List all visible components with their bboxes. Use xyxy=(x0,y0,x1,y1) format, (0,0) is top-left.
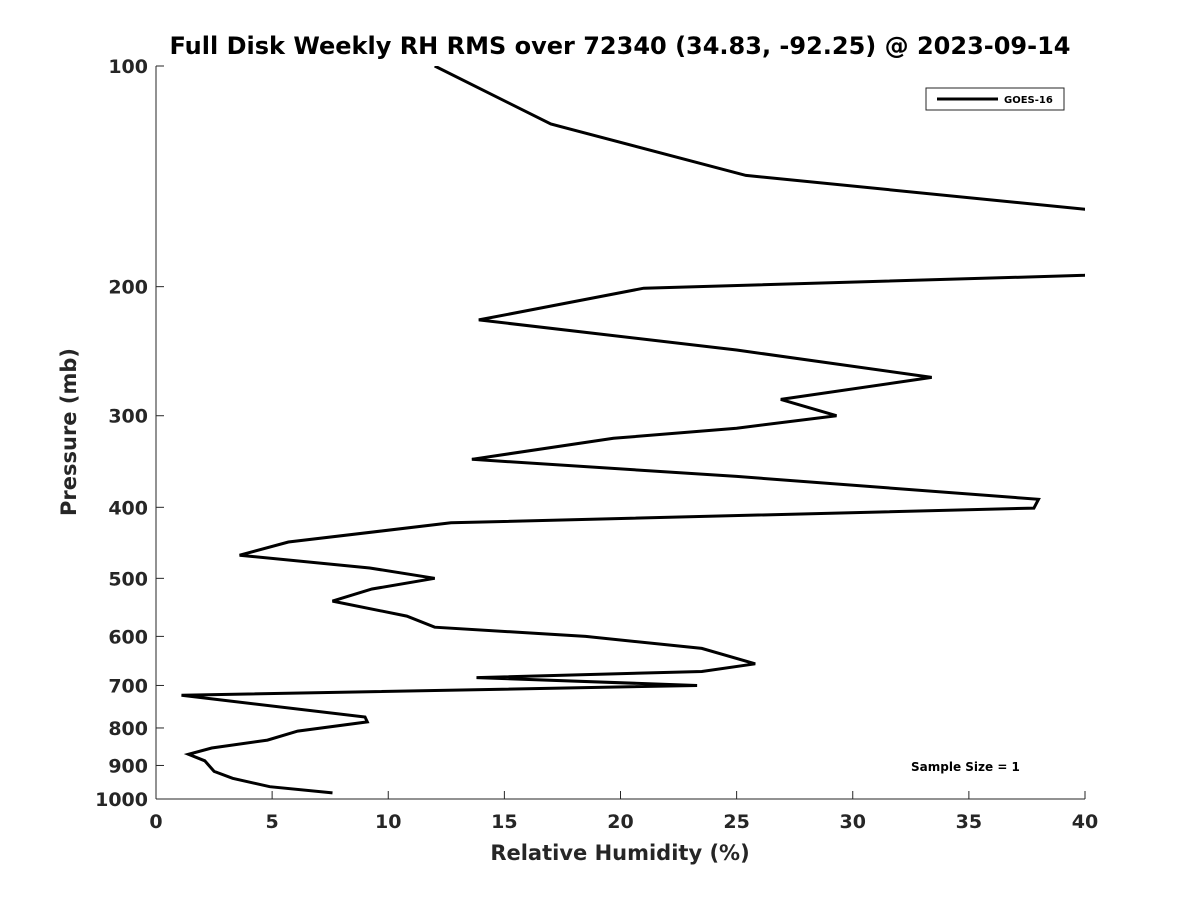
y-tick-label: 800 xyxy=(108,718,148,740)
chart-title: Full Disk Weekly RH RMS over 72340 (34.8… xyxy=(169,32,1070,60)
y-tick-label: 200 xyxy=(108,277,148,299)
y-tick-label: 300 xyxy=(108,406,148,428)
legend: GOES-16 xyxy=(925,87,1065,111)
x-axis-label: Relative Humidity (%) xyxy=(490,841,749,865)
y-tick-label: 700 xyxy=(108,675,148,697)
y-tick-label: 900 xyxy=(108,755,148,777)
x-tick-label: 25 xyxy=(723,811,749,833)
x-tick-label: 5 xyxy=(266,811,279,833)
x-tick-label: 15 xyxy=(491,811,517,833)
x-tick-label: 40 xyxy=(1072,811,1098,833)
x-tick-label: 20 xyxy=(607,811,633,833)
y-tick-label: 600 xyxy=(108,626,148,648)
x-axis-ticks: 0 5 10 15 20 25 30 35 40 xyxy=(149,791,1098,833)
x-tick-label: 35 xyxy=(956,811,982,833)
y-axis-label: Pressure (mb) xyxy=(57,348,81,516)
sample-size-annotation: Sample Size = 1 xyxy=(911,760,1020,774)
y-tick-label: 100 xyxy=(108,56,148,78)
series-line-goes-16 xyxy=(181,66,1085,795)
legend-label-goes-16: GOES-16 xyxy=(1004,95,1053,106)
x-tick-label: 30 xyxy=(840,811,866,833)
y-axis-ticks: 100 200 300 400 500 600 700 800 900 1000 xyxy=(95,56,164,811)
x-tick-label: 10 xyxy=(375,811,401,833)
y-tick-label: 400 xyxy=(108,497,148,519)
x-tick-label: 0 xyxy=(149,811,162,833)
y-tick-label: 500 xyxy=(108,568,148,590)
y-tick-label: 1000 xyxy=(95,789,148,811)
